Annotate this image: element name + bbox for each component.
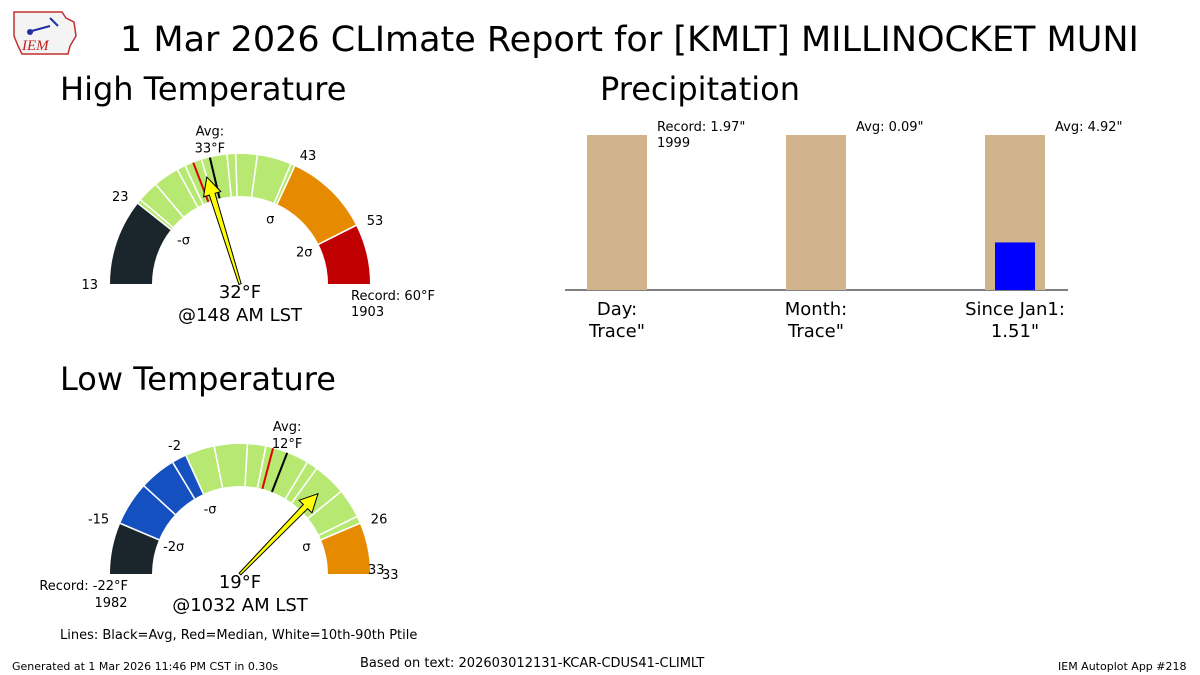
low-observed-time: @1032 AM LST	[172, 595, 309, 616]
iem-logo: IEM	[10, 6, 82, 60]
precip-value-label: Trace"	[787, 321, 844, 342]
low-band-orange	[321, 523, 370, 574]
source-text-id: Based on text: 202603012131-KCAR-CDUS41-…	[360, 656, 705, 671]
precip-annotation-year: 1999	[657, 136, 690, 151]
iem-logo-graphic: IEM	[13, 11, 77, 55]
low-temp-heading: Low Temperature	[60, 360, 336, 398]
low-percentile-line	[213, 446, 224, 488]
high-percentile-line	[176, 169, 199, 208]
high-band-separator	[318, 224, 357, 246]
precip-annotation: Record: 1.97"	[657, 120, 745, 135]
logo-text: IEM	[21, 38, 50, 54]
low-percentile-line	[291, 468, 318, 504]
low-tick-label: -2	[168, 439, 181, 454]
low-percentile-line	[284, 462, 308, 500]
high-sigma-label: -σ	[177, 233, 190, 248]
high-avg-label: Avg:	[196, 125, 224, 140]
low-band-blue	[120, 455, 204, 540]
low-tick-label: 33	[382, 568, 399, 583]
high-band-separator	[137, 202, 172, 231]
precip-reference-bar	[786, 135, 846, 290]
low-band-separator	[320, 522, 361, 541]
high-needle	[202, 175, 242, 285]
low-median-line	[261, 448, 275, 490]
precip-category-label: Month:	[785, 299, 847, 320]
app-id: IEM Autoplot App #218	[1058, 660, 1187, 673]
page-title: 1 Mar 2026 CLImate Report for [KMLT] MIL…	[120, 20, 1139, 60]
high-percentile-line	[226, 154, 232, 197]
high-percentile-line	[140, 199, 174, 228]
precip-reference-bar	[587, 135, 647, 290]
low-percentile-line	[256, 446, 267, 488]
high-record-year: 1903	[351, 305, 384, 320]
precip-annotation: Avg: 4.92"	[1055, 120, 1123, 135]
precip-value-label: 1.51"	[991, 321, 1039, 342]
low-sigma-label: -2σ	[163, 540, 184, 555]
low-percentile-line	[172, 462, 196, 500]
high-tick-label: 13	[81, 278, 98, 293]
low-percentile-line	[307, 491, 342, 519]
high-tick-label: 43	[300, 149, 317, 164]
high-band-separator	[276, 165, 296, 205]
high-tick-label: 53	[367, 214, 384, 229]
low-percentile-line	[244, 444, 249, 487]
low-sigma-label: σ	[302, 540, 310, 555]
precip-heading: Precipitation	[600, 70, 801, 108]
lines-legend-note: Lines: Black=Avg, Red=Median, White=10th…	[60, 628, 418, 643]
low-observed-value: 19°F	[219, 572, 261, 593]
high-band-dark	[110, 203, 171, 284]
high-temp-heading: High Temperature	[60, 70, 347, 108]
precip-value-label: Trace"	[588, 321, 645, 342]
high-sigma-label: σ	[266, 213, 274, 228]
low-percentile-line	[143, 485, 176, 516]
high-avg-value: 33°F	[195, 142, 226, 157]
high-tick-label: 23	[112, 190, 129, 205]
high-percentile-line	[155, 184, 184, 218]
low-tick-label: 33	[368, 563, 385, 578]
low-tick-label: 26	[371, 513, 388, 528]
precip-annotation: Avg: 0.09"	[856, 120, 924, 135]
high-record-label: Record: 60°F	[351, 289, 435, 304]
high-sigma-label: 2σ	[296, 246, 313, 261]
low-band-dark	[110, 523, 159, 574]
low-sigma-label: -σ	[204, 503, 217, 518]
low-avg-label: Avg:	[273, 420, 301, 435]
low-band-separator	[119, 522, 160, 541]
low-percentile-line	[318, 515, 358, 536]
high-percentile-line	[250, 155, 259, 197]
precip-category-label: Day:	[597, 299, 637, 320]
high-band-red	[318, 225, 370, 284]
high-observed-value: 32°F	[219, 282, 261, 303]
low-record-year: 1982	[94, 596, 127, 611]
precip-category-label: Since Jan1:	[965, 299, 1065, 320]
precip-observed-bar	[995, 242, 1035, 290]
low-avg-line	[270, 452, 289, 493]
high-band-orange	[277, 166, 357, 245]
generated-timestamp: Generated at 1 Mar 2026 11:46 PM CST in …	[12, 660, 279, 673]
high-percentile-line	[273, 164, 292, 204]
low-needle	[238, 492, 319, 576]
high-percentile-line	[184, 165, 204, 205]
high-observed-time: @148 AM LST	[178, 305, 303, 326]
low-avg-value: 12°F	[272, 437, 303, 452]
low-band-separator	[185, 455, 205, 495]
low-tick-label: -15	[88, 513, 109, 528]
high-percentile-line	[234, 154, 238, 197]
low-record-label: Record: -22°F	[39, 579, 128, 594]
